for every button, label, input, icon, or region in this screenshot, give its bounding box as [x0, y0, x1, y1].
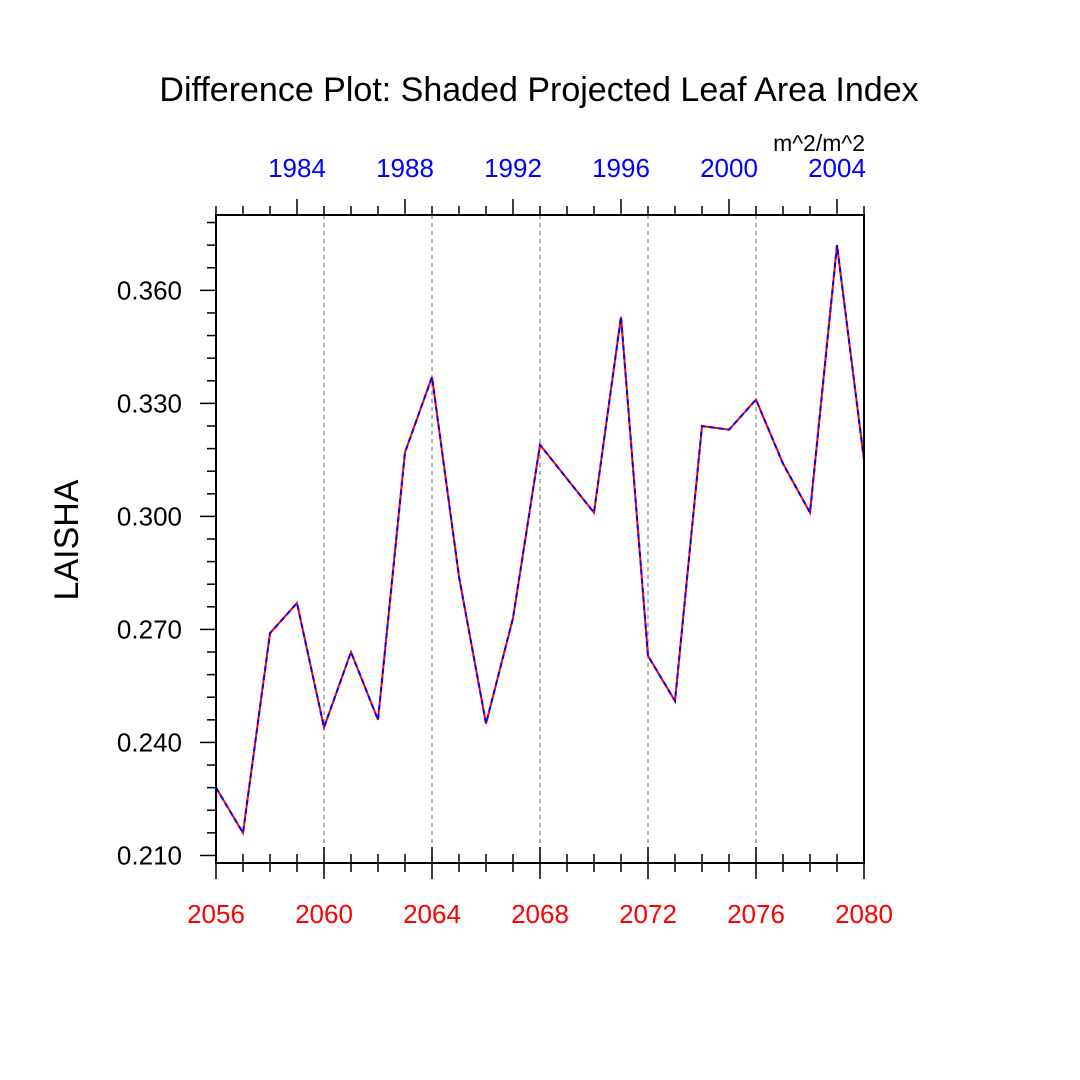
x-top-tick-label: 1988 [376, 153, 434, 183]
x-top-tick-label: 2004 [808, 153, 866, 183]
tick-labels: 2056 2060 2064 2068 2072 2076 2080 1984 1988 1992… [117, 153, 893, 929]
y-tick-label: 0.210 [117, 840, 182, 870]
x-bottom-tick-label: 2072 [619, 899, 677, 929]
series-layer [215, 245, 865, 836]
y-tick-label: 0.360 [117, 275, 182, 305]
x-top-tick-label: 2000 [700, 153, 758, 183]
y-tick-label: 0.300 [117, 501, 182, 531]
series-line-historical [215, 245, 865, 836]
x-bottom-tick-label: 2068 [511, 899, 569, 929]
y-tick-label: 0.240 [117, 727, 182, 757]
x-bottom-tick-label: 2076 [727, 899, 785, 929]
x-bottom-tick-label: 2056 [187, 899, 245, 929]
chart-title: Difference Plot: Shaded Projected Leaf A… [159, 71, 918, 109]
y-tick-label: 0.270 [117, 614, 182, 644]
grid-lines [323, 215, 757, 863]
x-top-tick-label: 1996 [592, 153, 650, 183]
x-top-tick-label: 1992 [484, 153, 542, 183]
tick-marks [200, 199, 865, 879]
x-bottom-tick-label: 2060 [295, 899, 353, 929]
y-axis-label: LAISHA [48, 479, 86, 600]
y-tick-label: 0.330 [117, 388, 182, 418]
units-label: m^2/m^2 [773, 130, 865, 156]
x-top-tick-label: 1984 [268, 153, 326, 183]
x-bottom-tick-label: 2080 [835, 899, 893, 929]
x-bottom-tick-label: 2064 [403, 899, 461, 929]
